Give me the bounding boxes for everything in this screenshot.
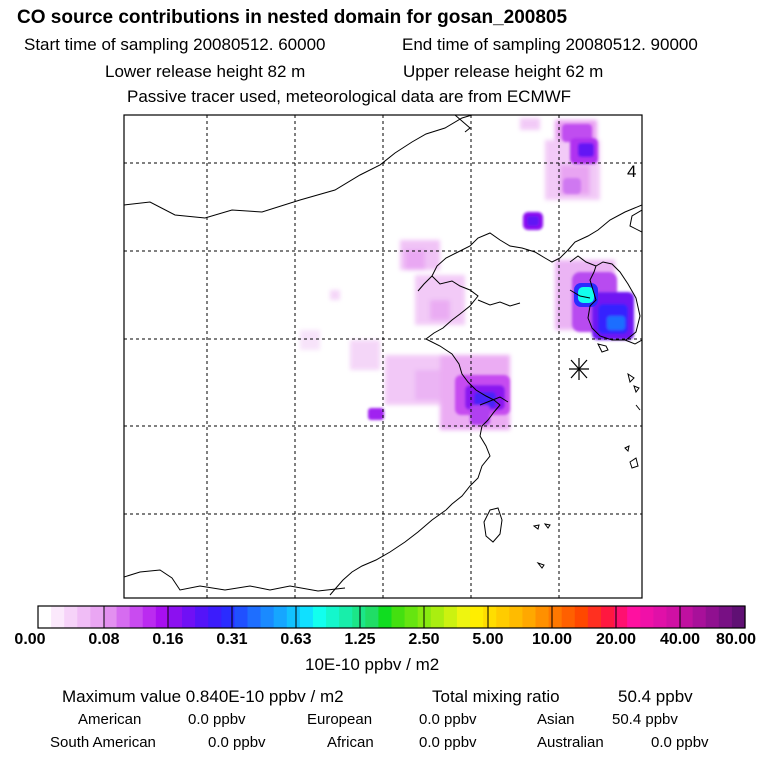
colorbar-swatch bbox=[365, 606, 379, 628]
south-american-label: South American bbox=[50, 734, 156, 751]
colorbar-swatch bbox=[614, 606, 628, 628]
colorbar-swatch bbox=[326, 606, 340, 628]
receptor-station-icon bbox=[569, 358, 589, 380]
tracer-note: Passive tracer used, meteorological data… bbox=[127, 87, 572, 106]
colorbar-swatch bbox=[234, 606, 249, 628]
colorbar-swatch bbox=[77, 606, 91, 628]
asian-label: Asian bbox=[537, 711, 575, 728]
concentration-field bbox=[124, 115, 642, 598]
colorbar-label: 5.00 bbox=[472, 631, 504, 648]
colorbar-swatch bbox=[64, 606, 78, 628]
colorbar-swatch bbox=[574, 606, 589, 628]
plot-title: CO source contributions in nested domain… bbox=[17, 7, 568, 28]
colorbar-swatch bbox=[456, 606, 471, 628]
colorbar-swatch bbox=[679, 606, 694, 628]
colorbar-swatch bbox=[561, 606, 576, 628]
colorbar-swatch bbox=[705, 606, 720, 628]
colorbar-label: 0.31 bbox=[216, 631, 248, 648]
start-time-label: Start time of sampling 20080512. 60000 bbox=[24, 35, 326, 54]
colorbar bbox=[38, 606, 746, 628]
colorbar-label: 40.00 bbox=[659, 631, 701, 648]
colorbar-label: 0.00 bbox=[14, 631, 46, 648]
colorbar-swatch bbox=[666, 606, 681, 628]
colorbar-swatch bbox=[640, 606, 654, 628]
colorbar-swatch bbox=[312, 606, 327, 628]
colorbar-label: 80.00 bbox=[715, 631, 757, 648]
colorbar-swatch bbox=[692, 606, 707, 628]
colorbar-swatch bbox=[129, 606, 144, 628]
european-value: 0.0 ppbv bbox=[419, 711, 477, 728]
map-frame bbox=[123, 114, 643, 599]
colorbar-swatch bbox=[273, 606, 288, 628]
total-mixing-label: Total mixing ratio bbox=[432, 687, 560, 706]
colorbar-swatch bbox=[352, 606, 366, 628]
colorbar-units: 10E-10 ppbv / m2 bbox=[305, 655, 440, 674]
colorbar-swatch bbox=[168, 606, 183, 628]
colorbar-swatch bbox=[653, 606, 668, 628]
colorbar-swatch bbox=[195, 606, 209, 628]
end-time-label: End time of sampling 20080512. 90000 bbox=[402, 35, 698, 54]
colorbar-swatch bbox=[483, 606, 497, 628]
colorbar-label: 2.50 bbox=[408, 631, 440, 648]
asian-value: 50.4 ppbv bbox=[612, 711, 678, 728]
colorbar-swatch bbox=[535, 606, 550, 628]
total-mixing-value: 50.4 ppbv bbox=[618, 687, 693, 706]
colorbar-swatch bbox=[496, 606, 510, 628]
american-value: 0.0 ppbv bbox=[188, 711, 246, 728]
australian-label: Australian bbox=[537, 734, 604, 751]
colorbar-swatch bbox=[470, 606, 484, 628]
colorbar-swatch bbox=[718, 606, 733, 628]
colorbar-swatch bbox=[430, 606, 445, 628]
colorbar-swatch bbox=[142, 606, 157, 628]
colorbar-swatch bbox=[587, 606, 602, 628]
african-label: African bbox=[327, 734, 374, 751]
colorbar-label: 0.08 bbox=[88, 631, 120, 648]
colorbar-swatch bbox=[182, 606, 196, 628]
colorbar-swatch bbox=[404, 606, 419, 628]
colorbar-swatch bbox=[522, 606, 537, 628]
lower-release-height-label: Lower release height 82 m bbox=[105, 62, 306, 81]
colorbar-frame bbox=[37, 605, 746, 629]
colorbar-swatch bbox=[38, 606, 52, 628]
colorbar-label: 1.25 bbox=[344, 631, 376, 648]
colorbar-swatch bbox=[548, 606, 563, 628]
european-label: European bbox=[307, 711, 373, 728]
coastlines bbox=[124, 115, 642, 596]
colorbar-swatch bbox=[391, 606, 406, 628]
colorbar-swatch bbox=[208, 606, 222, 628]
colorbar-swatch bbox=[378, 606, 393, 628]
colorbar-swatch bbox=[116, 606, 131, 628]
colorbar-swatch bbox=[417, 606, 432, 628]
max-value-label: Maximum value 0.840E-10 ppbv / m2 bbox=[62, 687, 344, 706]
colorbar-swatch bbox=[103, 606, 118, 628]
colorbar-label: 0.63 bbox=[280, 631, 312, 648]
colorbar-swatch bbox=[247, 606, 262, 628]
colorbar-label: 20.00 bbox=[595, 631, 637, 648]
colorbar-swatch bbox=[600, 606, 615, 628]
colorbar-swatch bbox=[299, 606, 314, 628]
american-label: American bbox=[78, 711, 142, 728]
colorbar-swatch bbox=[443, 606, 458, 628]
corner-label: 4 bbox=[627, 162, 636, 181]
colorbar-swatch bbox=[627, 606, 641, 628]
colorbar-swatch bbox=[260, 606, 275, 628]
upper-release-height-label: Upper release height 62 m bbox=[403, 62, 604, 81]
colorbar-swatch bbox=[155, 606, 170, 628]
colorbar-swatch bbox=[221, 606, 235, 628]
colorbar-label: 0.16 bbox=[152, 631, 184, 648]
colorbar-label: 10.00 bbox=[531, 631, 573, 648]
australian-value: 0.0 ppbv bbox=[651, 734, 709, 751]
colorbar-swatch bbox=[731, 606, 746, 628]
colorbar-swatch bbox=[339, 606, 353, 628]
african-value: 0.0 ppbv bbox=[419, 734, 477, 751]
colorbar-swatch bbox=[51, 606, 65, 628]
colorbar-swatch bbox=[90, 606, 105, 628]
south-american-value: 0.0 ppbv bbox=[208, 734, 266, 751]
colorbar-swatch bbox=[286, 606, 301, 628]
colorbar-swatch bbox=[509, 606, 524, 628]
